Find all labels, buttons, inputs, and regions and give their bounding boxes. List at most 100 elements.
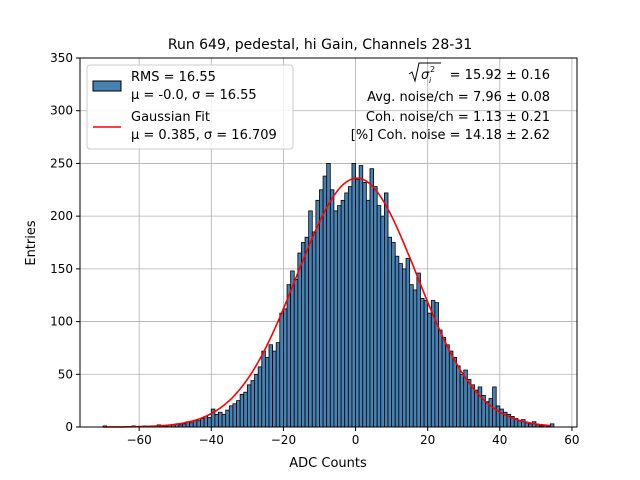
axis-ticks: −60 −40 −20 0 20 40 60 0 50 100 150 200 250 300 350 — [50, 51, 579, 447]
histogram-bar — [221, 413, 227, 428]
histogram-bar — [369, 168, 374, 428]
histogram-bar — [484, 401, 490, 428]
axes-frame — [79, 57, 578, 428]
pct-coh-noise-text: [%] Coh. noise = 14.18 ± 2.62 — [351, 128, 550, 143]
histogram-bar — [365, 199, 371, 428]
histogram-bar — [272, 350, 277, 428]
histogram-bar — [283, 308, 288, 428]
histogram-bar — [254, 373, 259, 428]
histogram-bar — [214, 413, 219, 428]
histogram-bar — [196, 420, 201, 428]
y-tick-label: 100 — [50, 315, 73, 329]
x-tick-label: −60 — [126, 433, 151, 447]
histogram-bar — [438, 329, 443, 428]
histogram-bar — [200, 418, 205, 428]
histogram-bar — [394, 255, 400, 428]
x-tick-label: 40 — [492, 433, 507, 447]
histogram-bar — [333, 210, 338, 428]
histogram-bar — [412, 289, 418, 428]
sqrt-sigma-value: = 15.92 ± 0.16 — [450, 68, 550, 83]
histogram-bar — [362, 182, 367, 428]
histogram-bar — [409, 284, 414, 428]
avg-noise-text: Avg. noise/ch = 7.96 ± 0.08 — [367, 90, 550, 105]
y-tick-label: 300 — [50, 104, 73, 118]
y-tick-label: 0 — [65, 420, 73, 434]
y-tick-label: 50 — [58, 367, 73, 381]
histogram-bar — [311, 231, 317, 428]
sqrt-sigma-symbol: σ i 2 — [408, 62, 441, 85]
histogram-bar — [474, 389, 479, 428]
histogram-bar — [286, 284, 292, 428]
histogram-bar — [192, 420, 198, 428]
histogram-bar — [524, 422, 530, 428]
gaussian-fit-line — [103, 177, 551, 428]
histogram-bar — [402, 268, 407, 428]
histogram-bar — [239, 393, 245, 428]
histogram-bar — [232, 403, 237, 428]
histogram-bar — [344, 192, 349, 428]
histogram-bar — [268, 344, 273, 428]
histogram-bar — [445, 344, 450, 428]
histogram-bar — [264, 357, 270, 428]
histogram-bar — [243, 391, 248, 428]
histogram-bar — [398, 263, 403, 428]
histogram-bar — [448, 350, 454, 428]
svg-text:σ: σ — [421, 68, 430, 83]
y-tick-label: 200 — [50, 209, 73, 223]
y-tick-label: 350 — [50, 51, 73, 65]
noise-annotations: σ i 2 = 15.92 ± 0.16 Avg. noise/ch = 7.9… — [351, 62, 550, 143]
histogram-bar — [384, 192, 389, 428]
histogram-bar — [293, 278, 299, 428]
legend-box — [86, 64, 294, 150]
legend-histogram-label: RMS = 16.55 — [131, 70, 216, 85]
svg-text:2: 2 — [430, 65, 435, 74]
legend-histogram-stats: μ = -0.0, σ = 16.55 — [131, 88, 257, 103]
histogram-bar — [250, 380, 255, 428]
x-tick-label: −20 — [271, 433, 296, 447]
histogram-bar — [358, 165, 364, 428]
histogram-bar — [207, 417, 212, 428]
histogram-bar — [279, 312, 284, 428]
histogram-bar — [261, 350, 266, 428]
histogram-bar — [488, 398, 494, 428]
histogram-bar — [459, 373, 465, 428]
histogram-bar — [319, 189, 324, 428]
chart-title: Run 649, pedestal, hi Gain, Channels 28-… — [168, 37, 472, 53]
y-tick-label: 150 — [50, 262, 73, 276]
histogram-bar — [297, 252, 302, 428]
x-tick-label: 60 — [564, 433, 579, 447]
svg-text:i: i — [429, 76, 432, 85]
histogram-bar — [228, 405, 234, 428]
legend-histogram-swatch — [92, 80, 122, 92]
histogram-bar — [380, 215, 385, 428]
histogram-bar — [441, 336, 447, 428]
histogram-bar — [387, 236, 393, 428]
histogram-bar — [355, 178, 360, 428]
y-tick-label: 250 — [50, 156, 73, 170]
histogram-bar — [466, 379, 472, 428]
histogram-bar — [423, 300, 429, 428]
x-tick-label: 20 — [420, 433, 435, 447]
x-tick-label: 0 — [352, 433, 360, 447]
histogram-bar — [391, 242, 396, 428]
histogram-bar — [301, 242, 306, 428]
histogram-bar — [347, 186, 353, 428]
histogram-bar — [420, 297, 425, 428]
coh-noise-text: Coh. noise/ch = 1.13 ± 0.21 — [366, 110, 550, 125]
histogram-bar — [218, 411, 223, 428]
legend-fit-stats: μ = 0.385, σ = 16.709 — [131, 128, 277, 143]
legend-fit-label: Gaussian Fit — [131, 110, 210, 125]
histogram-bar — [351, 163, 356, 428]
histogram-bar — [290, 270, 295, 428]
histogram-bar — [470, 384, 475, 428]
histogram-bar — [452, 357, 457, 428]
histogram-bar — [315, 199, 320, 428]
x-tick-label: −40 — [199, 433, 224, 447]
histogram-bar — [225, 409, 230, 428]
histogram-bar — [329, 189, 335, 428]
histogram-bar — [376, 205, 382, 428]
histogram-bar — [236, 400, 241, 428]
legend: RMS = 16.55 μ = -0.0, σ = 16.55 Gaussian… — [86, 64, 294, 150]
